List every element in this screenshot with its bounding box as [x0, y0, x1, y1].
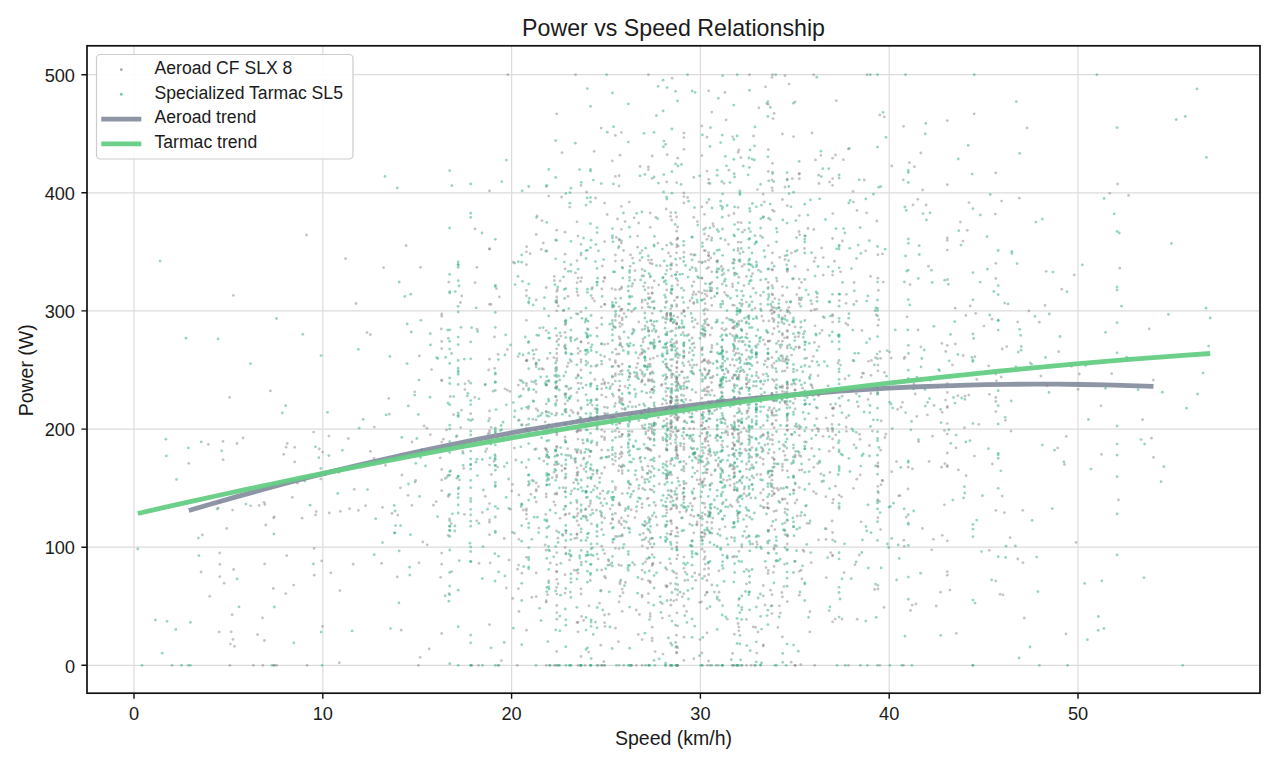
- svg-text:400: 400: [45, 184, 75, 204]
- svg-text:30: 30: [690, 704, 710, 724]
- svg-text:10: 10: [313, 704, 333, 724]
- svg-text:Aeroad trend: Aeroad trend: [155, 107, 257, 127]
- svg-text:50: 50: [1068, 704, 1088, 724]
- svg-text:0: 0: [65, 657, 75, 677]
- svg-text:0: 0: [129, 704, 139, 724]
- svg-text:Power (W): Power (W): [16, 324, 38, 416]
- svg-text:500: 500: [45, 66, 75, 86]
- svg-text:Specialized Tarmac SL5: Specialized Tarmac SL5: [155, 83, 344, 103]
- svg-text:100: 100: [45, 538, 75, 558]
- svg-text:Tarmac trend: Tarmac trend: [155, 132, 258, 152]
- svg-text:20: 20: [501, 704, 521, 724]
- svg-text:Aeroad CF SLX 8: Aeroad CF SLX 8: [155, 58, 293, 78]
- svg-text:Speed (km/h): Speed (km/h): [615, 727, 732, 749]
- svg-text:300: 300: [45, 302, 75, 322]
- svg-text:Power vs Speed Relationship: Power vs Speed Relationship: [522, 15, 825, 41]
- svg-text:40: 40: [879, 704, 899, 724]
- svg-text:200: 200: [45, 420, 75, 440]
